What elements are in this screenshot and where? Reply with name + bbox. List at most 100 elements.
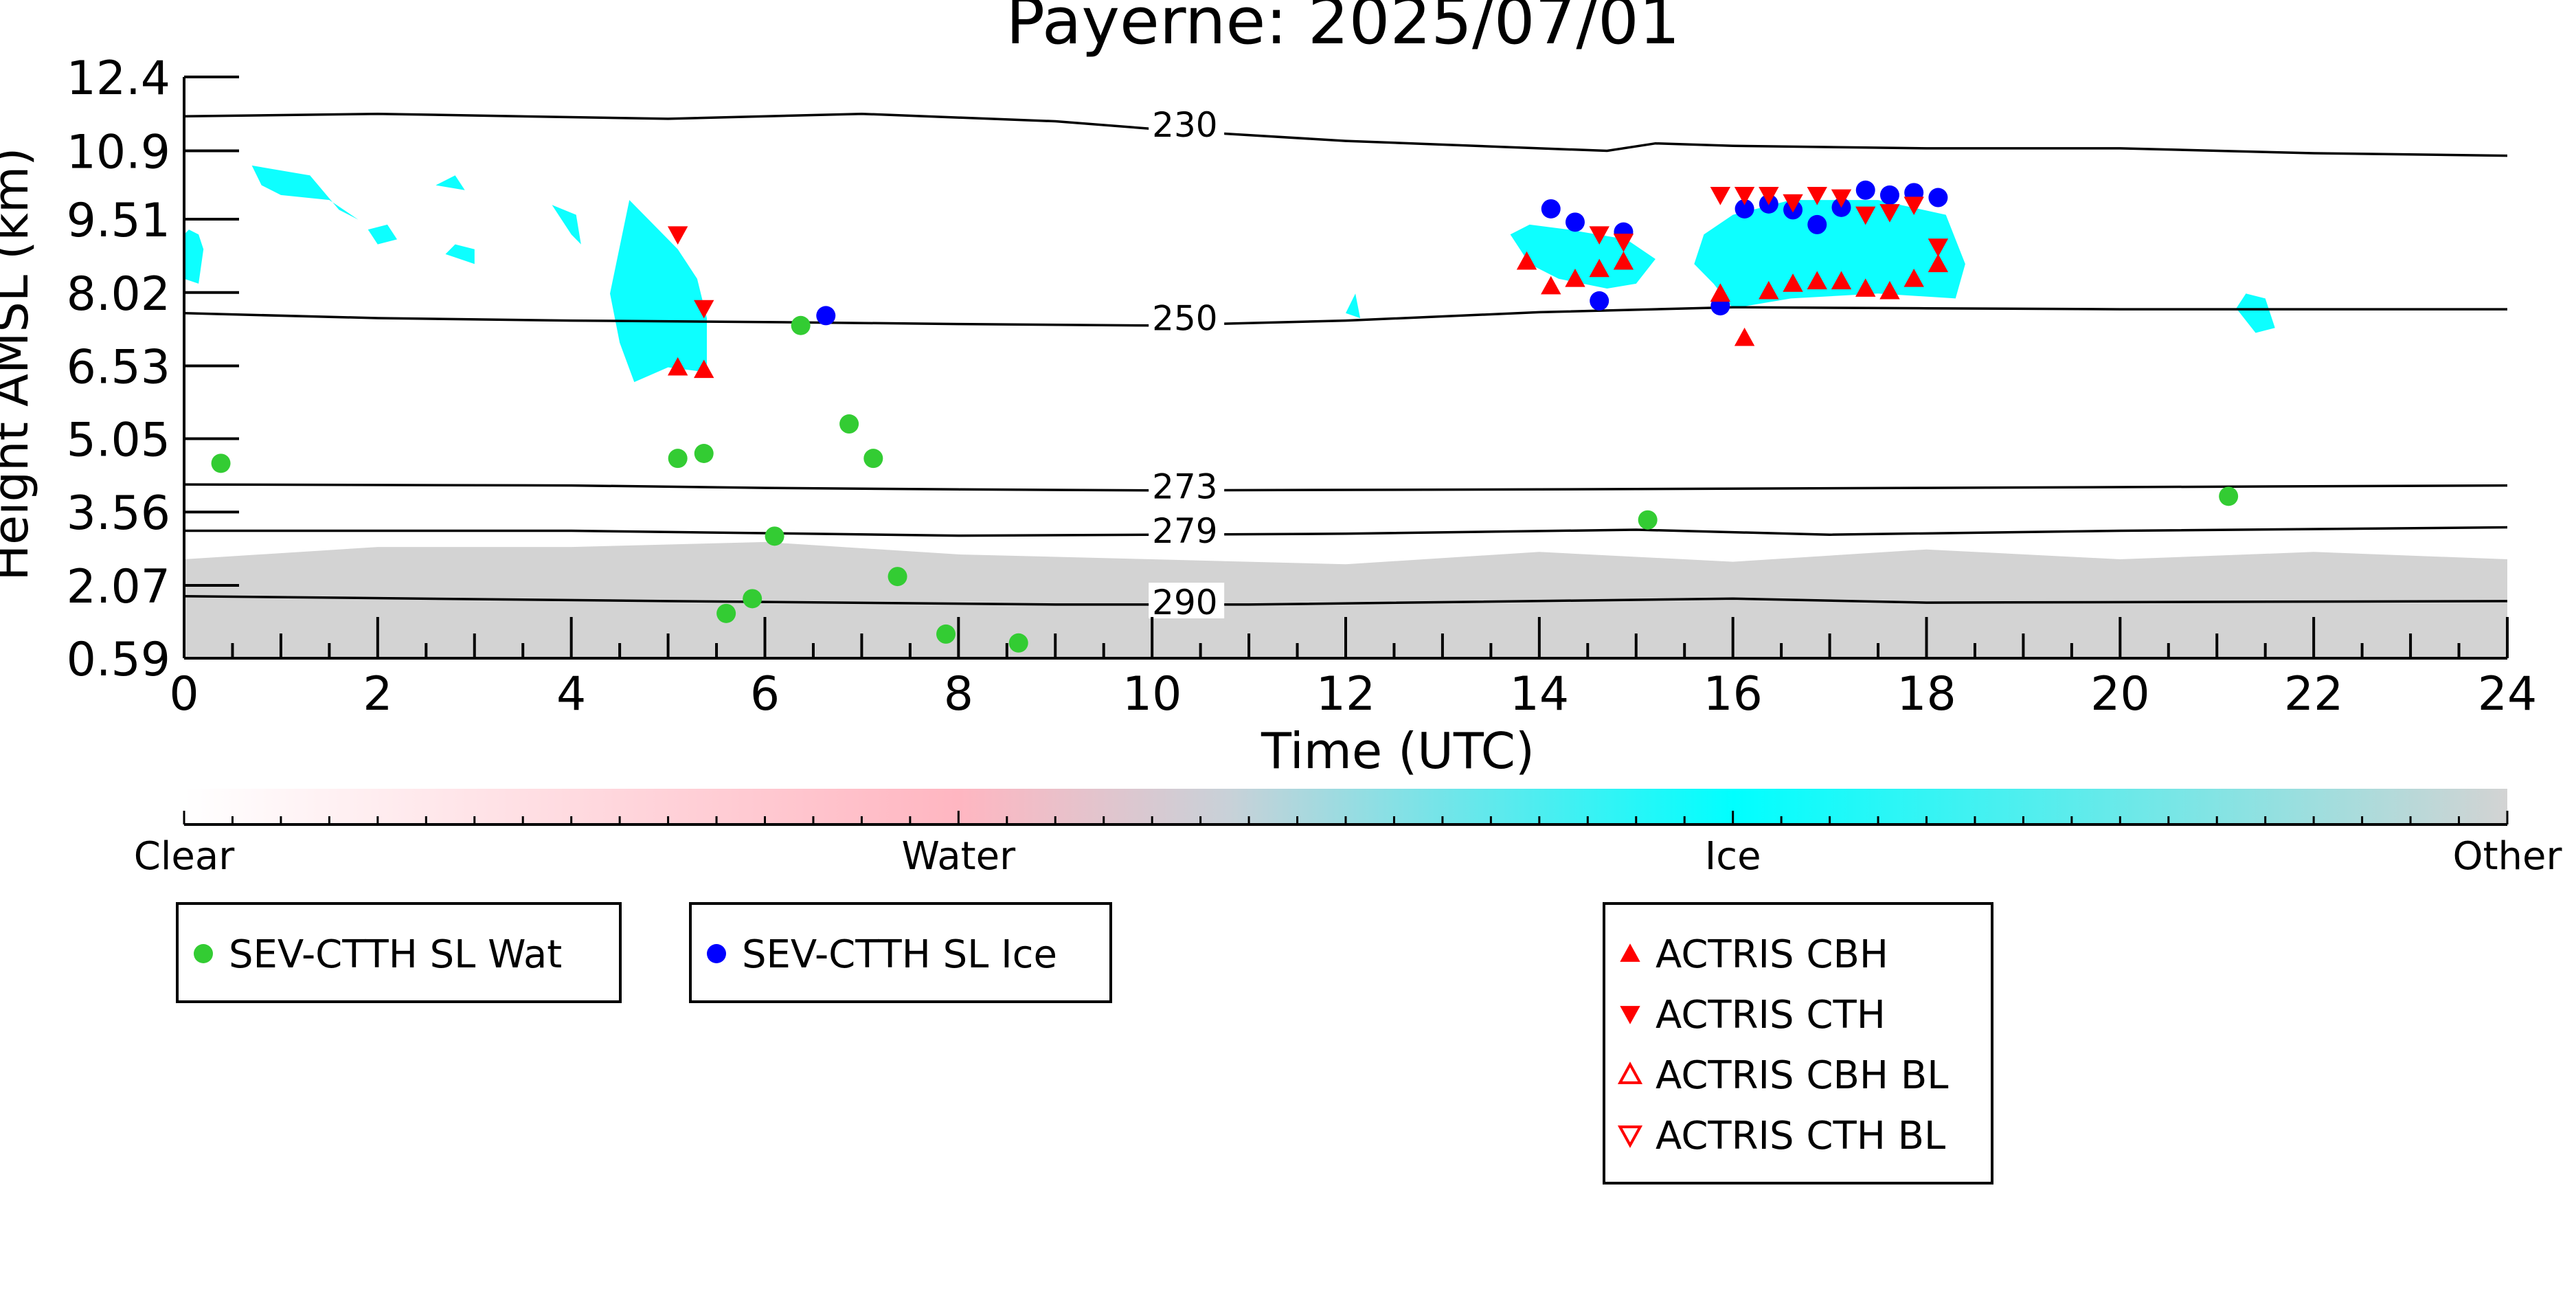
actris-cth-point xyxy=(1831,189,1852,208)
isotherm-273-label: 273 xyxy=(1152,467,1217,507)
y-tick-label: 10.9 xyxy=(67,125,170,179)
colorbar-label-ice: Ice xyxy=(1705,834,1761,879)
actris-cbh-point xyxy=(1759,280,1779,300)
y-tick-label: 6.53 xyxy=(67,340,170,394)
y-tick-label: 2.07 xyxy=(67,560,170,614)
actris-cbh-point xyxy=(1928,254,1949,273)
legend-box-2: SEV-CTTH SL Ice xyxy=(689,902,1112,1003)
sev-ctth-sl-wat-legend-label: SEV-CTTH SL Wat xyxy=(229,932,562,977)
sev-ctth-sl-ice-point xyxy=(1735,199,1754,218)
sev-ctth-sl-wat-point xyxy=(839,414,859,434)
actris-cbh-point xyxy=(1855,278,1876,297)
y-tick-label: 12.4 xyxy=(67,52,170,106)
sev-ctth-sl-wat-legend-marker xyxy=(194,944,213,963)
sev-ctth-sl-wat-point xyxy=(1638,510,1658,530)
actris-cth-point xyxy=(1807,187,1827,205)
sev-ctth-sl-ice-point xyxy=(1590,291,1609,311)
ice-cloud-region xyxy=(1510,224,1656,289)
x-tick-label: 24 xyxy=(2478,667,2538,721)
isotherm-290-label: 290 xyxy=(1152,583,1217,622)
actris-cth-legend-marker xyxy=(1620,1006,1640,1024)
legend-box-3: ACTRIS CBH ACTRIS CTH ACTRIS CBH BL ACTRIS … xyxy=(1603,902,1993,1185)
ice-cloud-region xyxy=(1346,293,1361,318)
actris-cth-point xyxy=(1734,187,1755,205)
actris-cbh-point xyxy=(1734,327,1755,346)
ice-cloud-region xyxy=(552,205,581,245)
sev-ctth-sl-ice-point xyxy=(1541,199,1561,218)
x-tick-label: 18 xyxy=(1897,667,1956,721)
actris-cbh-bl-legend-marker xyxy=(1617,1062,1643,1084)
ice-cloud-region xyxy=(184,229,204,284)
isotherm-label-background xyxy=(1149,583,1225,619)
actris-cth-bl-legend-label: ACTRIS CTH BL xyxy=(1656,1114,1945,1158)
sev-ctth-sl-ice-point xyxy=(1879,185,1899,205)
sev-ctth-sl-wat-point xyxy=(1008,633,1028,653)
actris-cth-point xyxy=(1928,238,1949,257)
x-tick-label: 6 xyxy=(750,667,780,721)
sev-ctth-sl-ice-point xyxy=(1565,212,1585,232)
colorbar: Clear Water Ice Other xyxy=(134,789,2562,879)
actris-cbh-point xyxy=(1565,268,1585,287)
actris-cbh-legend-marker xyxy=(1620,943,1640,962)
sev-ctth-sl-wat-point xyxy=(2219,486,2239,506)
actris-cth-point xyxy=(1903,197,1924,216)
x-tick-label: 8 xyxy=(944,667,973,721)
ice-cloud-region xyxy=(436,175,465,190)
ice-cloud-region xyxy=(251,165,359,220)
isotherm-230-label: 230 xyxy=(1152,105,1217,145)
isotherm-label-background xyxy=(1149,511,1225,548)
actris-cbh-point xyxy=(1807,271,1827,290)
legends: SEV-CTTH SL Wat SEV-CTTH SL Ice ACTRIS CBH… xyxy=(176,902,1993,1185)
isotherm-279-label: 279 xyxy=(1152,511,1217,551)
actris-cbh-point xyxy=(1589,258,1609,278)
x-axis-label: Time (UTC) xyxy=(1261,722,1535,780)
chart-title: Payerne: 2025/07/01 xyxy=(1006,0,1680,59)
actris-cth-point xyxy=(1710,187,1731,205)
actris-cth-point xyxy=(1613,234,1634,252)
y-tick-label: 9.51 xyxy=(67,194,170,248)
isotherm-230-line xyxy=(184,112,2507,157)
actris-cbh-bl-legend-label: ACTRIS CBH BL xyxy=(1656,1053,1948,1098)
sev-ctth-sl-wat-point xyxy=(668,449,688,469)
sev-ctth-sl-wat-point xyxy=(211,453,231,473)
colorbar-label-clear: Clear xyxy=(134,834,235,879)
sev-ctth-sl-ice-legend-marker xyxy=(707,944,726,963)
isotherm-label-background xyxy=(1149,467,1225,503)
actris-cbh-point xyxy=(1710,283,1731,302)
actris-cbh-point xyxy=(1831,271,1852,290)
actris-cth-point xyxy=(694,300,714,319)
x-tick-label: 2 xyxy=(363,667,392,721)
y-tick-label: 8.02 xyxy=(67,267,170,322)
ice-cloud-region xyxy=(2236,293,2275,333)
legend-frame xyxy=(1603,902,1993,1185)
actris-cth-point xyxy=(1879,204,1900,223)
actris-cth-point xyxy=(1783,194,1803,213)
sev-ctth-sl-wat-point xyxy=(716,603,736,623)
x-tick-label: 22 xyxy=(2284,667,2344,721)
ice-cloud-region xyxy=(368,224,397,245)
ice-cloud-region xyxy=(445,244,475,265)
isotherm-250-label: 250 xyxy=(1152,299,1217,339)
x-tick-label: 12 xyxy=(1316,667,1376,721)
colorbar-label-other: Other xyxy=(2452,834,2562,879)
y-tick-label: 5.05 xyxy=(67,414,170,468)
y-axis-label: Height AMSL (km) xyxy=(0,148,39,581)
isotherm-290-line xyxy=(184,594,2507,606)
actris-cth-legend-label: ACTRIS CTH xyxy=(1656,993,1886,1037)
actris-cbh-point xyxy=(1541,276,1561,295)
legend-box-1: SEV-CTTH SL Wat xyxy=(176,902,622,1003)
actris-cbh-point xyxy=(1613,251,1634,270)
x-tick-label: 10 xyxy=(1122,667,1182,721)
actris-cbh-point xyxy=(1903,268,1924,287)
sev-ctth-sl-ice-legend-label: SEV-CTTH SL Ice xyxy=(742,932,1057,977)
actris-cbh-legend-label: ACTRIS CBH xyxy=(1656,932,1888,977)
actris-cth-bl-legend-marker xyxy=(1617,1125,1643,1148)
sev-ctth-sl-ice-point xyxy=(1855,180,1875,200)
x-tick-label: 4 xyxy=(556,667,586,721)
actris-cbh-point xyxy=(1516,251,1537,270)
actris-cbh-point xyxy=(1879,280,1900,300)
actris-cth-point xyxy=(1589,226,1609,245)
